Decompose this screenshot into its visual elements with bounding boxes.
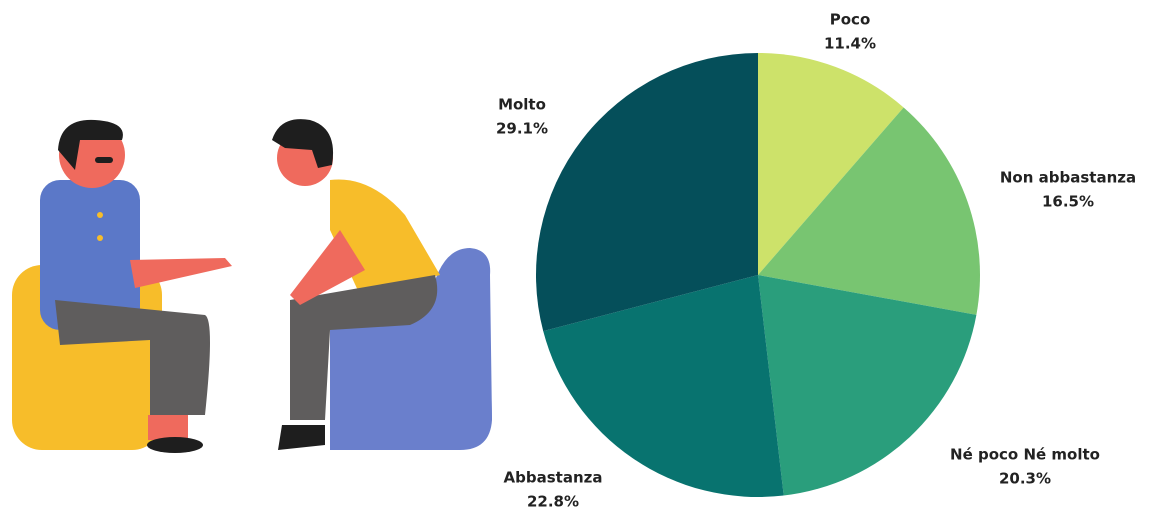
chart: Poco 11.4% Non abbastanza 16.5% Né poco Né m…: [0, 0, 1164, 508]
slice-label: Molto: [498, 96, 546, 114]
slice-value: 22.8%: [527, 493, 579, 509]
slice-value: 11.4%: [824, 35, 876, 53]
slice-label: Poco: [830, 11, 871, 29]
illustration: [12, 119, 492, 453]
slice-value: 29.1%: [496, 120, 548, 138]
slice-label: Non abbastanza: [1000, 169, 1136, 187]
slice-label: Abbastanza: [504, 469, 603, 487]
slice-label: Né poco Né molto: [950, 446, 1100, 464]
slice-value: 16.5%: [1042, 193, 1094, 211]
slice-value: 20.3%: [999, 470, 1051, 488]
